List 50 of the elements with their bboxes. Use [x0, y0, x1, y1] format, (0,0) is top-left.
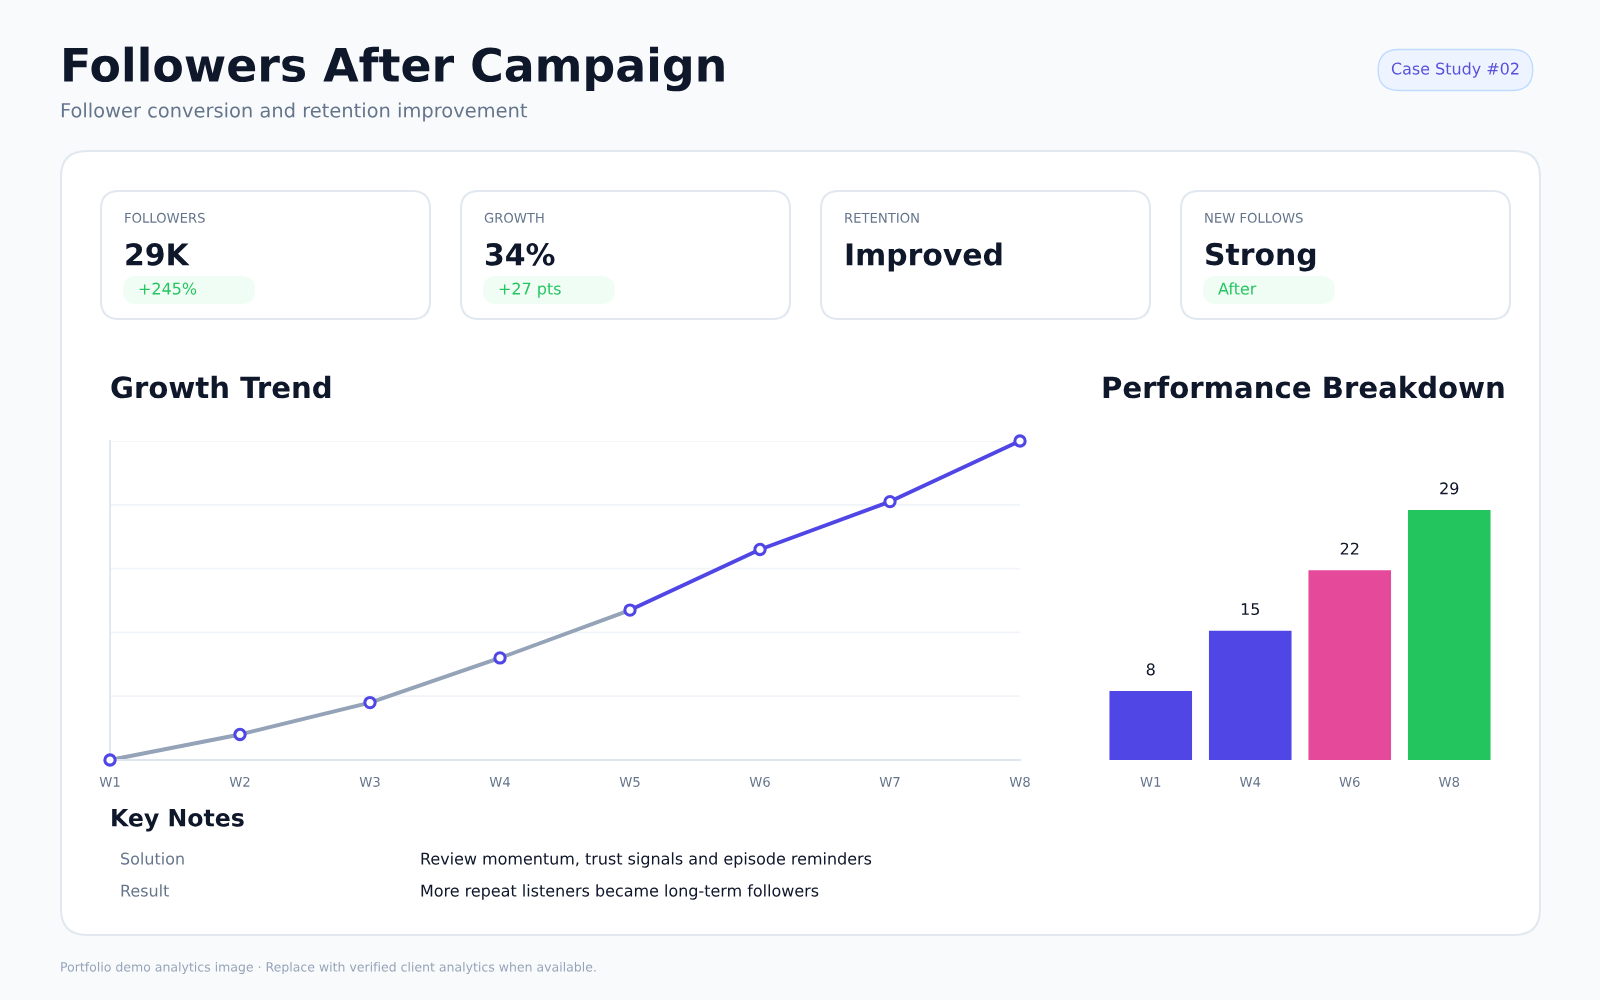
- data-label: 8: [1146, 663, 1155, 676]
- data-label: 22: [1340, 542, 1359, 555]
- x-tick-label: W5: [619, 777, 640, 787]
- text: Strong: [1206, 242, 1316, 272]
- point: [883, 494, 897, 509]
- point: [1013, 434, 1027, 448]
- x-tick-label: W1: [99, 777, 120, 787]
- point: [493, 651, 507, 665]
- text: Review momentum, trust signals and episode reminders: [421, 852, 872, 868]
- text: Portfolio demo analytics image · Replace with verified client analytics when available.: [61, 961, 596, 975]
- x-tick-label: W4: [1239, 777, 1261, 787]
- x-tick-label: W7: [879, 777, 900, 787]
- text: FOLLOWERS: [125, 212, 205, 223]
- text: Solution: [121, 852, 184, 865]
- x-tick-label: W1: [1140, 777, 1161, 787]
- text: Case Study #02: [1391, 62, 1519, 78]
- x-tick-label: W2: [229, 776, 250, 787]
- point: [103, 753, 117, 767]
- text: Follower conversion and retention improvement: [61, 102, 528, 122]
- data-label: 15: [1241, 603, 1260, 616]
- text: Key Notes: [112, 809, 244, 832]
- x-tick-label: W8: [1438, 776, 1460, 787]
- text: 34%: [486, 243, 555, 266]
- text: More repeat listeners became long-term followers: [421, 884, 819, 900]
- x-tick-label: W6: [1339, 776, 1360, 787]
- chart-title: Growth Trend: [111, 375, 331, 399]
- bar: [1208, 630, 1292, 760]
- point: [233, 727, 247, 742]
- text: Improved: [846, 242, 1002, 272]
- text: RETENTION: [845, 212, 919, 223]
- text: GROWTH: [484, 212, 544, 223]
- text: NEW FOLLOWS: [1205, 212, 1303, 223]
- data-label: 29: [1440, 482, 1459, 495]
- x-tick-label: W3: [359, 776, 380, 787]
- text: Followers After Campaign: [64, 46, 724, 92]
- text: +27 pts: [499, 282, 561, 298]
- text: +245%: [139, 282, 197, 295]
- point: [753, 542, 767, 557]
- text: After: [1218, 282, 1257, 295]
- x-tick-label: W4: [489, 777, 510, 787]
- text: 29K: [126, 243, 190, 266]
- x-tick-label: W8: [1009, 776, 1030, 787]
- x-tick-label: W6: [749, 776, 770, 787]
- bar: [1308, 570, 1392, 760]
- point: [623, 603, 637, 617]
- text: Result: [121, 884, 169, 897]
- bar: [1407, 510, 1491, 760]
- chart-title: Performance Breakdown: [1103, 375, 1504, 399]
- point: [363, 695, 377, 710]
- bar: [1109, 691, 1193, 760]
